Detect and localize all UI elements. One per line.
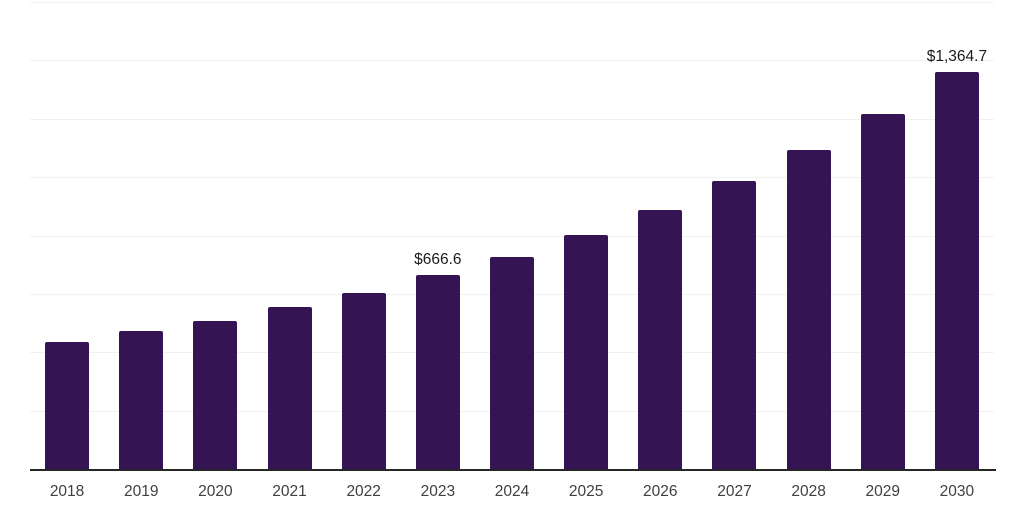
x-tick-label-2028: 2028 <box>791 483 826 500</box>
bar-2025 <box>564 235 609 470</box>
x-tick-label-2026: 2026 <box>643 483 678 500</box>
x-tick-label-2020: 2020 <box>198 483 233 500</box>
x-tick-label-2022: 2022 <box>346 483 381 500</box>
x-tick-label-2025: 2025 <box>568 483 604 500</box>
gridline <box>30 235 994 237</box>
bar-2030 <box>934 71 979 470</box>
bar-2026 <box>638 210 683 470</box>
bar-2024 <box>490 256 534 470</box>
bar-2020 <box>193 321 238 470</box>
bar-2018 <box>45 341 90 470</box>
gridline <box>30 177 994 179</box>
gridline <box>30 118 994 120</box>
bar-data-label: $666.6 <box>414 251 462 269</box>
x-tick-label-2018: 2018 <box>49 483 85 500</box>
x-tick-label-2029: 2029 <box>865 483 900 500</box>
x-axis-line <box>30 469 996 471</box>
bar-2019 <box>119 331 164 470</box>
gridline <box>30 2 994 3</box>
x-tick-label-2030: 2030 <box>939 483 975 500</box>
plot-area: $666.6 $1,364.7 <box>30 0 994 470</box>
x-tick-label-2024: 2024 <box>494 483 530 500</box>
bar-data-label: $1,364.7 <box>926 47 988 65</box>
bar-2028 <box>786 150 831 470</box>
bar-2027 <box>712 181 757 470</box>
x-tick-label-2027: 2027 <box>717 483 752 500</box>
bar-2029 <box>860 113 905 470</box>
x-tick-label-2021: 2021 <box>272 483 307 500</box>
bar-2021 <box>267 306 312 470</box>
x-tick-label-2023: 2023 <box>420 483 456 500</box>
bar-2022 <box>341 292 386 470</box>
bar-2023 <box>415 275 460 470</box>
x-tick-label-2019: 2019 <box>123 483 159 500</box>
gridline <box>30 60 994 62</box>
